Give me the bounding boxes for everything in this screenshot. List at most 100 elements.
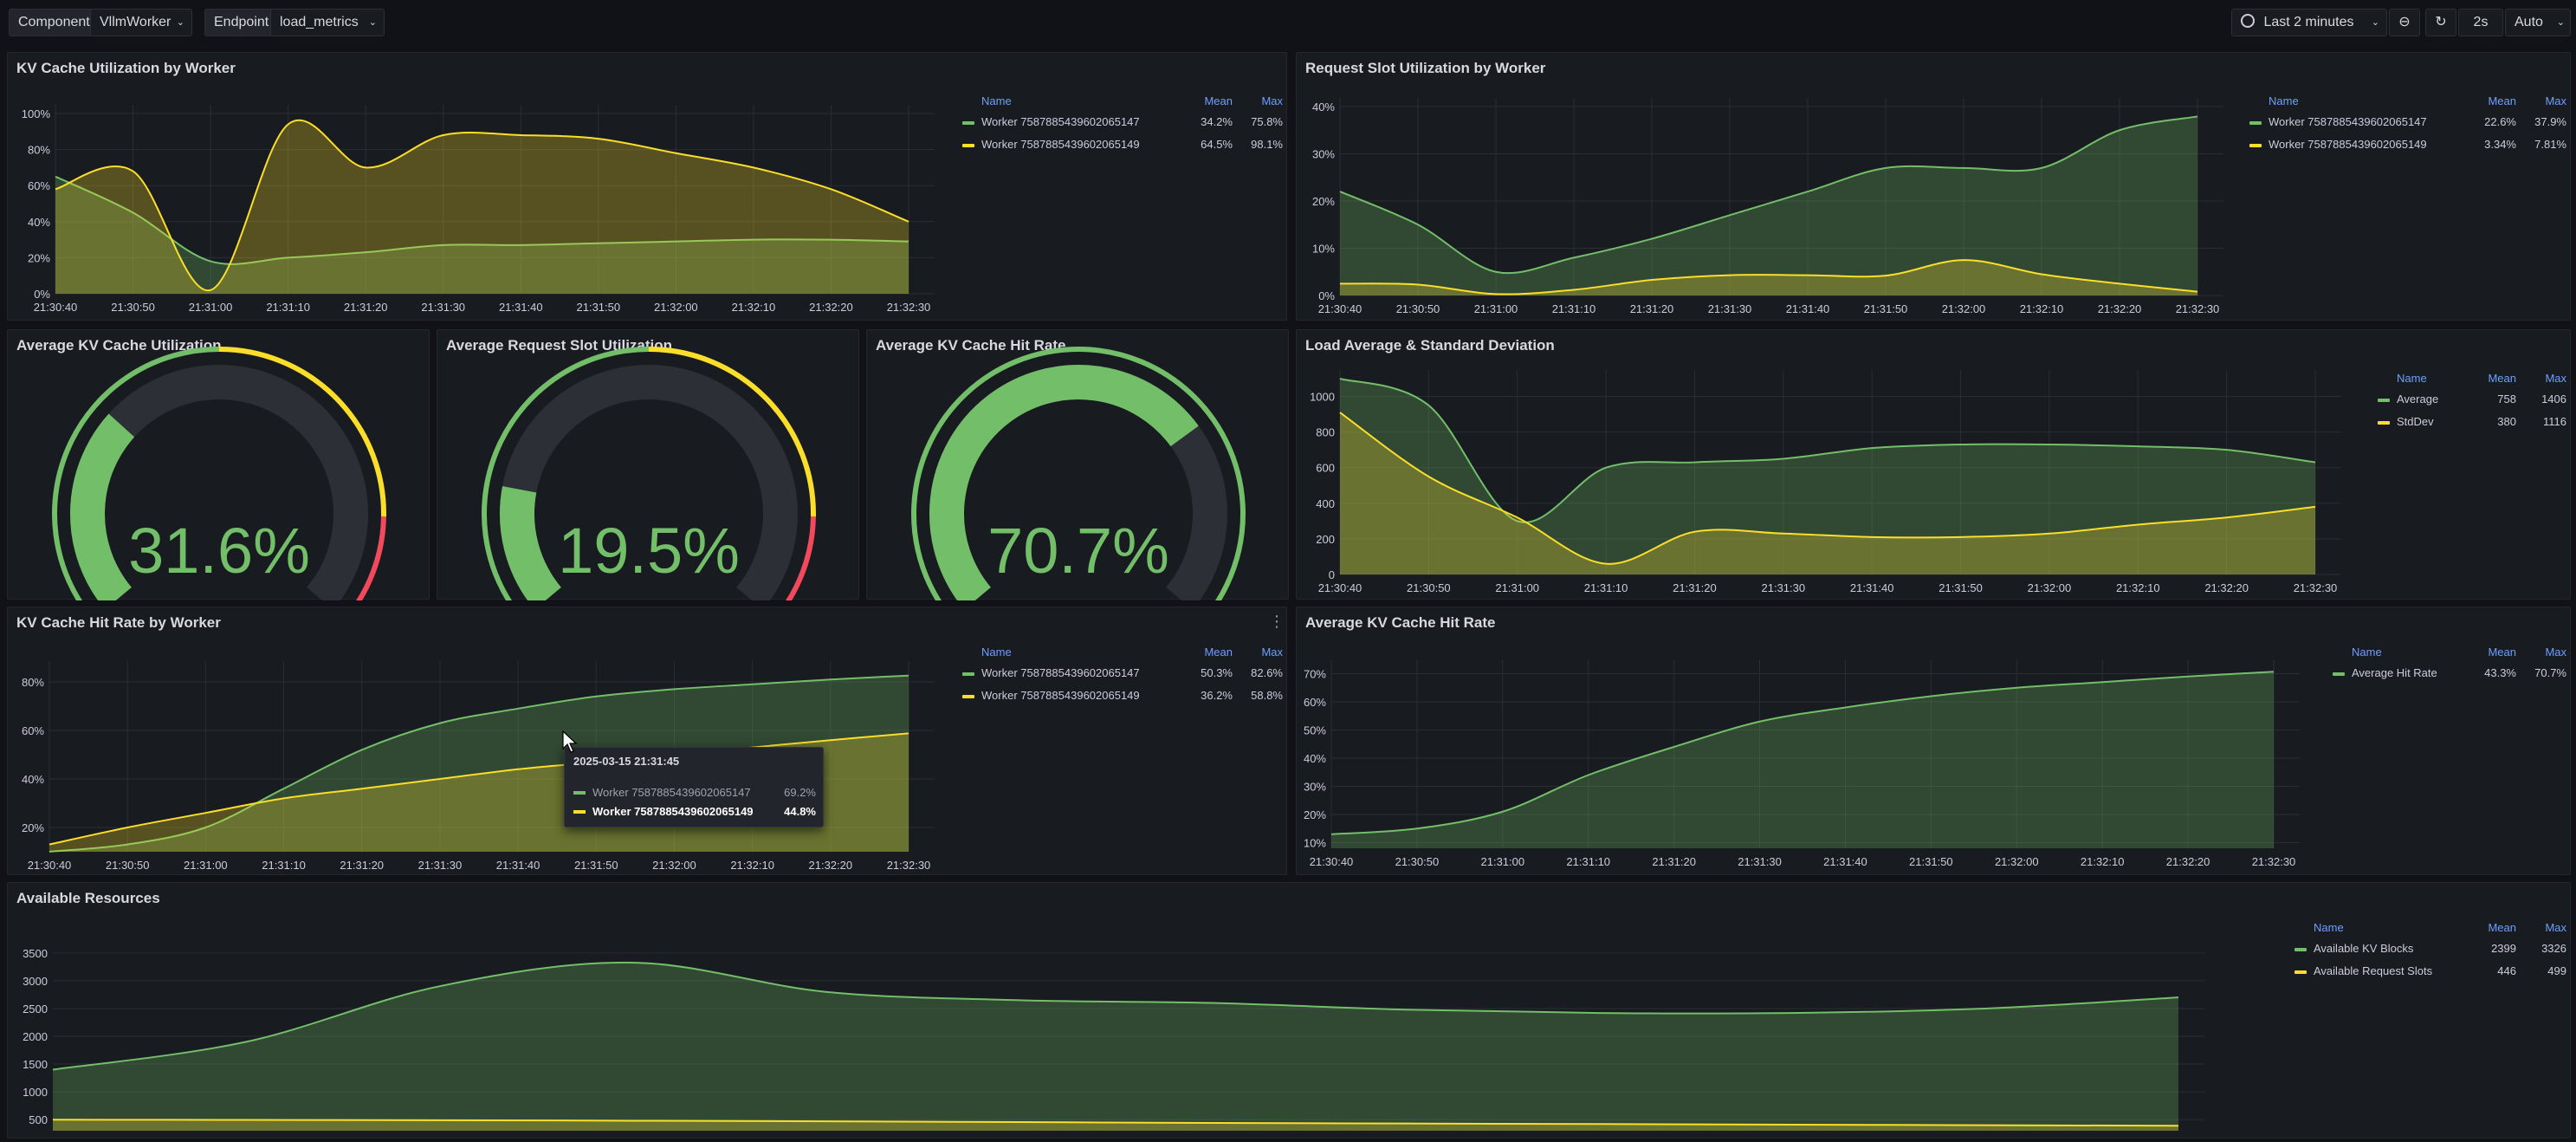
legend-swatch	[962, 121, 974, 125]
legend-series-name: Available KV Blocks	[2314, 942, 2414, 955]
legend-header-max[interactable]: Max	[1261, 646, 1283, 659]
legend-max-value: 58.8%	[1251, 689, 1283, 702]
gauge-threshold-arc	[785, 516, 816, 600]
legend-header-name[interactable]: Name	[2397, 372, 2427, 385]
legend-header-max[interactable]: Max	[1261, 94, 1283, 107]
x-tick-label: 21:31:40	[1786, 302, 1830, 315]
y-tick-label: 60%	[28, 179, 50, 192]
panel-average-kv-cache-hit-rate-gauge: Average KV Cache Hit Rate 70.7%	[866, 329, 1289, 600]
legend-item[interactable]: Available KV Blocks 2399 3326	[2294, 940, 2566, 959]
legend-header-mean[interactable]: Mean	[1204, 94, 1233, 107]
legend-header-max[interactable]: Max	[2545, 94, 2566, 107]
series-line	[1339, 412, 2316, 565]
legend-item[interactable]: Worker 7587885439602065149 64.5% 98.1%	[962, 136, 1283, 155]
legend-swatch	[2378, 399, 2390, 402]
y-tick-label: 3500	[23, 947, 48, 960]
series-line	[55, 119, 909, 291]
series-line	[49, 674, 909, 853]
gauge	[52, 347, 386, 600]
x-tick-label: 21:31:50	[1938, 581, 1983, 594]
legend-header-mean[interactable]: Mean	[2488, 94, 2516, 107]
gauge-value: 70.7%	[987, 515, 1169, 587]
legend-swatch	[2378, 421, 2390, 425]
tooltip-time: 2025-03-15 21:31:45	[573, 755, 680, 768]
legend-header-name[interactable]: Name	[2314, 921, 2344, 934]
x-tick-label: 21:30:40	[1318, 302, 1362, 315]
legend-header-name[interactable]: Name	[981, 94, 1012, 107]
gauge-threshold-arc	[218, 347, 386, 517]
refresh-icon: ↻	[2435, 15, 2447, 29]
y-tick-label: 100%	[22, 107, 51, 120]
y-tick-label: 20%	[22, 821, 44, 834]
component-select[interactable]: VllmWorker ⌄	[90, 9, 192, 36]
legend-item[interactable]: Available Request Slots 446 499	[2294, 963, 2566, 982]
legend-header-max[interactable]: Max	[2545, 921, 2566, 934]
legend-item[interactable]: Worker 7587885439602065149 3.34% 7.81%	[2249, 136, 2566, 155]
series-line	[1339, 259, 2198, 295]
refresh-interval-button[interactable]: 2s	[2458, 9, 2503, 36]
legend-item[interactable]: Average 758 1406	[2378, 391, 2566, 410]
legend-header-mean[interactable]: Mean	[2488, 372, 2516, 385]
legend-header-name[interactable]: Name	[2269, 94, 2299, 107]
y-tick-label: 10%	[1304, 837, 1326, 850]
auto-label: Auto	[2515, 15, 2543, 29]
component-label: Component	[9, 9, 100, 36]
x-tick-label: 21:32:20	[809, 859, 853, 872]
x-tick-label: 21:31:00	[1481, 855, 1525, 868]
gauge-threshold-arc	[52, 347, 220, 600]
y-tick-label: 80%	[28, 144, 50, 157]
mouse-cursor-icon	[562, 730, 578, 753]
legend-header-mean[interactable]: Mean	[2488, 921, 2516, 934]
x-tick-label: 21:32:30	[887, 301, 931, 314]
legend-item[interactable]: Worker 7587885439602065147 50.3% 82.6%	[962, 665, 1283, 684]
gauge-value-arc	[500, 486, 562, 600]
y-tick-label: 60%	[1304, 696, 1326, 709]
legend-header-name[interactable]: Name	[981, 646, 1012, 659]
x-tick-label: 21:31:40	[1850, 581, 1894, 594]
legend-item[interactable]: Worker 7587885439602065147 34.2% 75.8%	[962, 114, 1283, 133]
time-range-picker[interactable]: Last 2 minutes ⌄	[2231, 9, 2387, 36]
legend-item[interactable]: Worker 7587885439602065147 22.6% 37.9%	[2249, 114, 2566, 133]
legend-swatch	[2249, 121, 2262, 125]
y-tick-label: 60%	[22, 724, 44, 737]
series-line	[1339, 115, 2198, 275]
y-tick-label: 40%	[28, 216, 50, 229]
gauge	[911, 347, 1246, 600]
gauge-value-arc	[70, 413, 135, 600]
refresh-button[interactable]: ↻	[2425, 9, 2456, 36]
legend-item[interactable]: StdDev 380 1116	[2378, 413, 2566, 432]
legend-item[interactable]: Worker 7587885439602065149 36.2% 58.8%	[962, 687, 1283, 706]
x-tick-label: 21:32:00	[1995, 855, 2039, 868]
panel-title: Request Slot Utilization by Worker	[1305, 60, 1546, 76]
legend-item[interactable]: Average Hit Rate 43.3% 70.7%	[2333, 665, 2566, 684]
x-tick-label: 21:31:10	[266, 301, 310, 314]
panel-average-request-slot-utilization: Average Request Slot Utilization 19.5%	[437, 329, 859, 600]
chevron-down-icon: ⌄	[2371, 17, 2379, 28]
y-tick-label: 2000	[23, 1030, 48, 1043]
x-tick-label: 21:32:20	[2166, 855, 2210, 868]
x-tick-label: 21:31:10	[1584, 581, 1628, 594]
endpoint-select[interactable]: load_metrics ⌄	[270, 9, 385, 36]
legend-header-mean[interactable]: Mean	[1204, 646, 1233, 659]
x-tick-label: 21:30:40	[28, 859, 72, 872]
legend-mean-value: 2399	[2491, 942, 2516, 955]
endpoint-value: load_metrics	[280, 15, 359, 29]
legend-series-name: Worker 7587885439602065149	[2269, 138, 2427, 151]
x-tick-label: 21:31:10	[262, 859, 306, 872]
panel-kv-cache-hit-rate: KV Cache Hit Rate by Worker ⋮ 20% 40% 60% 8…	[7, 607, 1287, 875]
y-tick-label: 200	[1316, 533, 1335, 546]
y-tick-label: 1000	[23, 1086, 48, 1099]
zoom-out-button[interactable]: ⊖	[2389, 9, 2420, 36]
legend-header-max[interactable]: Max	[2545, 372, 2566, 385]
legend-max-value: 1116	[2543, 415, 2566, 428]
auto-refresh-select[interactable]: Auto ⌄	[2505, 9, 2571, 36]
legend-mean-value: 3.34%	[2484, 138, 2516, 151]
x-tick-label: 21:32:00	[2028, 581, 2072, 594]
panel-title: Available Resources	[16, 890, 160, 906]
legend-header-max[interactable]: Max	[2545, 646, 2566, 659]
panel-menu-icon[interactable]: ⋮	[1269, 613, 1285, 630]
legend-header-mean[interactable]: Mean	[2488, 646, 2516, 659]
legend-swatch	[2294, 948, 2307, 951]
legend-swatch	[2249, 144, 2262, 147]
legend-header-name[interactable]: Name	[2352, 646, 2382, 659]
